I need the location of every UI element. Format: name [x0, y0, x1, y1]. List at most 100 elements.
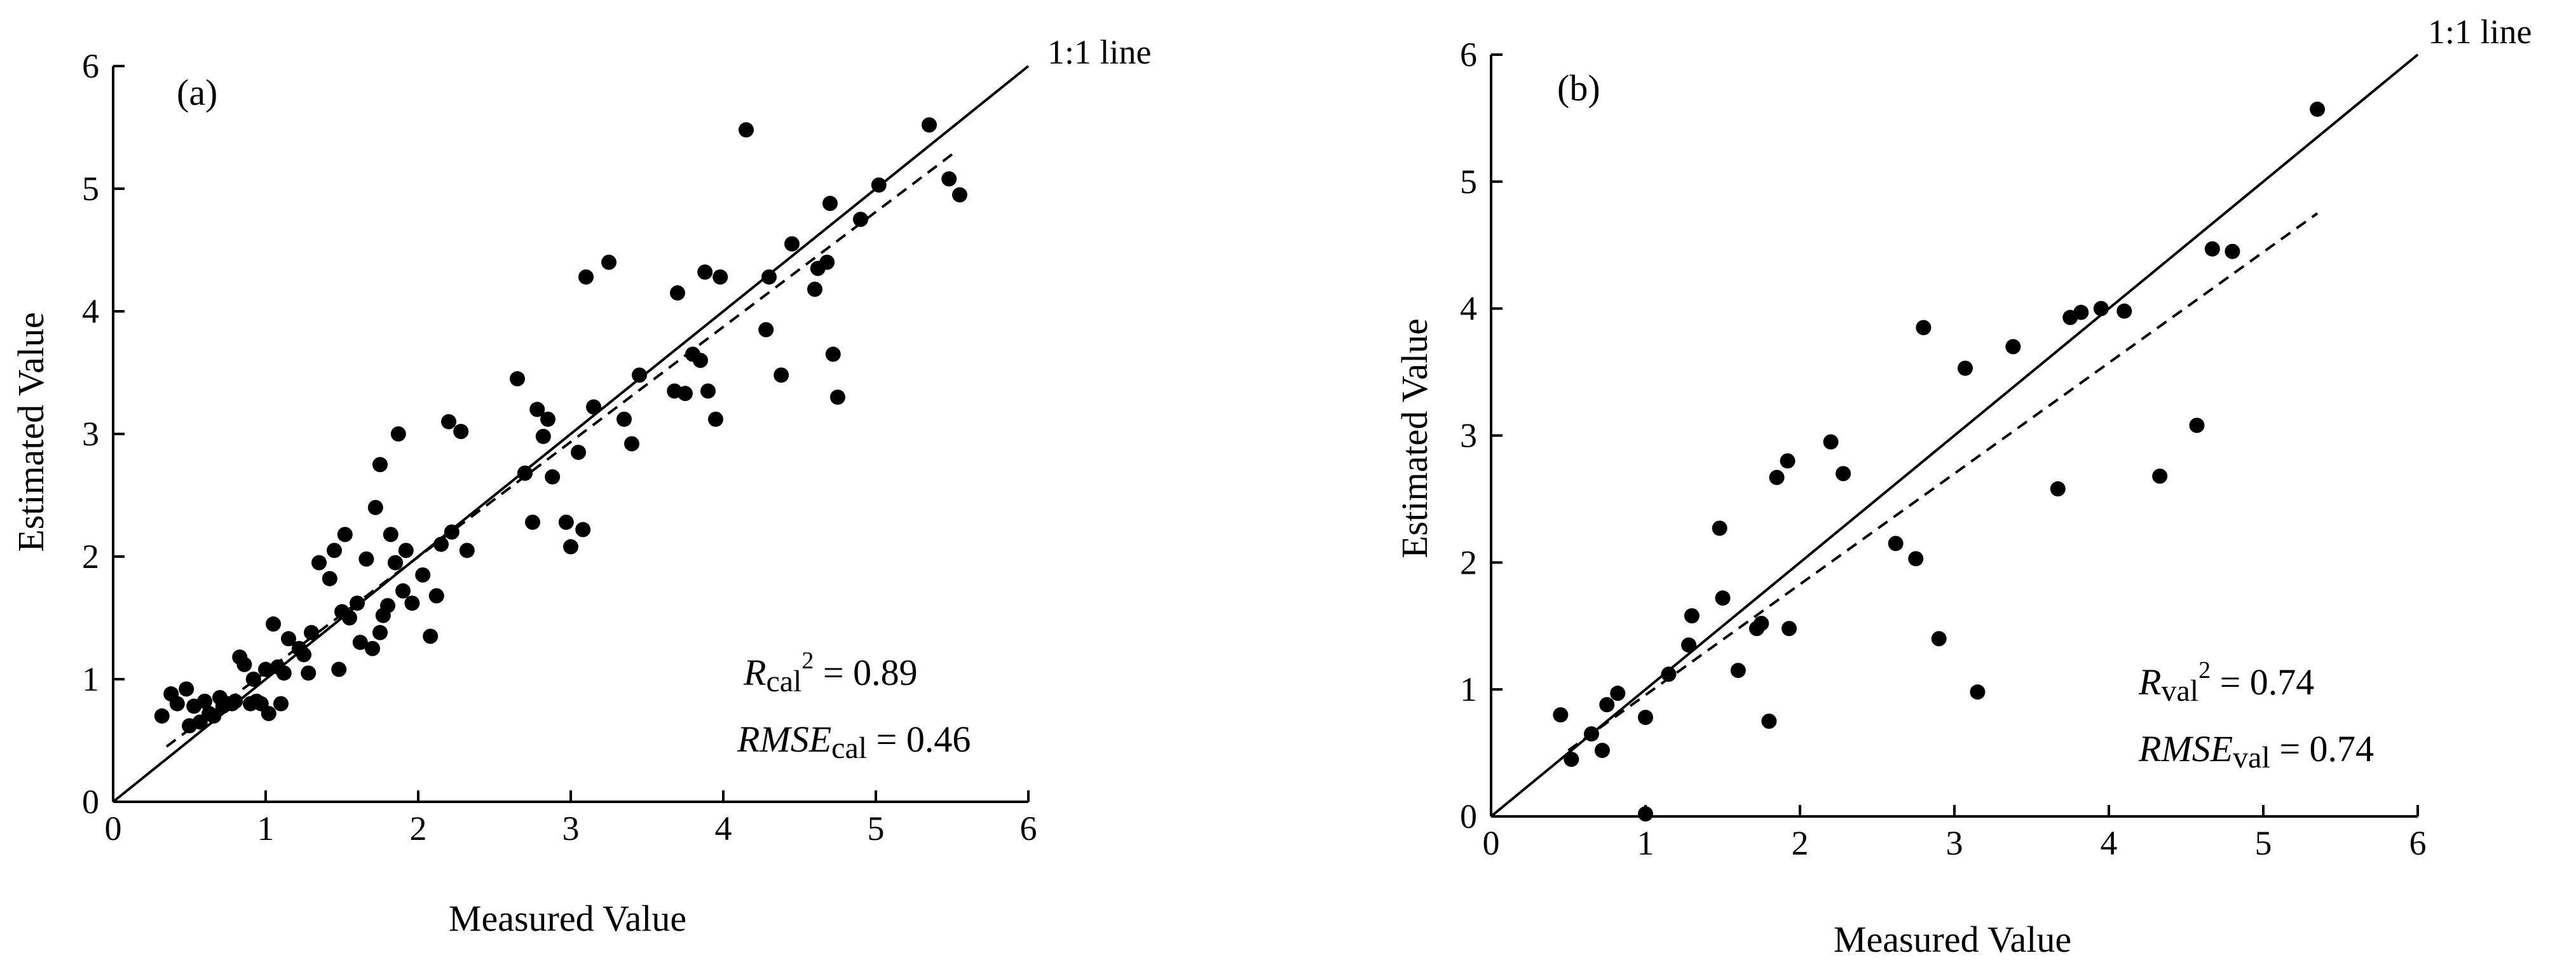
- panel-b-data-point: [2152, 468, 2168, 484]
- panel-a-data-point: [822, 196, 838, 212]
- panel-a-data-point: [578, 269, 594, 285]
- panel-a-data-point: [535, 428, 551, 444]
- panel-b-data-point: [1888, 536, 1904, 551]
- panel-b-data-point: [1908, 551, 1924, 567]
- panel-a-data-point: [154, 708, 170, 724]
- panel-a-data-point: [276, 665, 292, 681]
- panel-a-data-point: [558, 514, 574, 530]
- panel-a-x-tick-label: 1: [257, 809, 275, 848]
- panel-a-data-point: [245, 672, 261, 687]
- panel-b-label: (b): [1557, 67, 1600, 109]
- panel-a-x-tick-label: 4: [715, 809, 732, 848]
- panel-b-data-point: [1823, 434, 1839, 450]
- panel-a-data-point: [367, 499, 383, 515]
- panel-a-data-point: [830, 389, 845, 405]
- panel-a-rmse-stat: RMSEcal = 0.46: [737, 719, 971, 765]
- panel-a-data-point: [761, 269, 777, 285]
- panel-a-data-point: [825, 346, 841, 362]
- panel-a-y-tick-label: 3: [82, 415, 99, 453]
- panel-b-data-point: [1610, 686, 1626, 701]
- panel-b-data-point: [1958, 360, 1973, 376]
- panel-a-data-point: [390, 426, 406, 442]
- panel-b-one-to-one-line: [1490, 53, 2419, 818]
- panel-b-y-tick-label: 4: [1460, 290, 1477, 328]
- panel-b-data-point: [2116, 303, 2132, 319]
- panel-a-y-tick-label: 5: [82, 170, 99, 208]
- panel-b-data-point: [1931, 631, 1947, 647]
- panel-b-data-point: [1836, 466, 1851, 482]
- panel-b-y-tick-label: 3: [1460, 417, 1477, 455]
- panel-a-data-point: [380, 598, 395, 614]
- panel-a-data-point: [807, 281, 822, 297]
- panel-b-r2-stat: Rval2 = 0.74: [2138, 657, 2314, 708]
- panel-b-data-point: [2005, 339, 2021, 355]
- panel-b-data-point: [1661, 666, 1677, 682]
- panel-a-data-point: [571, 444, 586, 460]
- panel-a-data-point: [322, 571, 337, 586]
- panel-a-data-point: [281, 631, 296, 647]
- panel-a-data-point: [853, 212, 868, 227]
- panel-b-plot-area: 0 1 2 3 4 5 6 0 1 2 3 4 5 6: [1460, 36, 2427, 862]
- panel-a-data-point: [697, 264, 713, 280]
- panel-b-data-point: [1712, 520, 1728, 536]
- panel-a-data-point: [365, 640, 380, 656]
- panel-a-data-point: [871, 177, 887, 193]
- panel-a-y-tick-label: 0: [82, 783, 99, 821]
- panel-a-data-point: [258, 661, 273, 677]
- panel-a-y-tick-label: 2: [82, 538, 99, 576]
- panel-a-data-point: [617, 411, 632, 427]
- panel-a-x-tick-label: 3: [562, 809, 580, 848]
- panel-a-data-point: [372, 625, 388, 640]
- panel-a-data-point: [525, 514, 540, 530]
- panel-b-data-point: [1916, 320, 1932, 335]
- panel-a-data-point: [433, 536, 449, 552]
- panel-b-y-tick-label: 6: [1460, 36, 1477, 74]
- panel-a-data-point: [545, 469, 561, 485]
- panel-a-data-point: [169, 696, 185, 712]
- panel-b-data-point: [1780, 453, 1796, 469]
- panel-a-data-point: [700, 383, 716, 399]
- panel-a-data-point: [952, 187, 967, 203]
- panel-b-x-tick-label: 4: [2101, 824, 2118, 862]
- panel-a-data-point: [575, 522, 591, 538]
- panel-a-data-point: [773, 367, 789, 383]
- panel-a-data-point: [563, 539, 578, 555]
- panel-a-data-point: [395, 583, 411, 599]
- panel-a-data-point: [712, 269, 728, 285]
- panel-a-data-point: [261, 706, 276, 722]
- panel-a-data-point: [388, 555, 403, 571]
- panel-a-data-point: [453, 424, 469, 440]
- panel-b-rmse-stat: RMSEval = 0.74: [2138, 728, 2374, 774]
- panel-b-data-point: [2310, 101, 2326, 117]
- panel-a-x-axis-title: Measured Value: [449, 898, 686, 939]
- panel-a-data-point: [922, 117, 937, 133]
- panel-a-y-axis-title: Estimated Value: [10, 312, 51, 551]
- panel-b-data-point: [1594, 743, 1610, 759]
- panel-a-x-tick-label: 0: [105, 809, 122, 848]
- panel-a-data-point: [693, 353, 708, 369]
- panel-b-x-tick-label: 1: [1637, 824, 1654, 862]
- panel-a-data-point: [510, 371, 525, 387]
- panel-b-data-point: [1730, 663, 1746, 679]
- panel-b-data-point: [1599, 697, 1615, 713]
- panel-b-y-tick-label: 5: [1460, 163, 1477, 201]
- panel-b-x-tick-label: 6: [2409, 824, 2427, 862]
- panel-b-y-tick-label: 2: [1460, 543, 1477, 581]
- panel-a-data-point: [342, 610, 357, 626]
- panel-b-y-axis-title: Estimated Value: [1394, 318, 1435, 558]
- panel-a-x-tick-label: 6: [1020, 809, 1037, 848]
- panel-a-data-point: [236, 656, 252, 672]
- panel-a-y-tick-label: 4: [82, 292, 99, 330]
- panel-b-y-tick-label: 1: [1460, 670, 1477, 708]
- panel-a-data-point: [941, 171, 957, 187]
- panel-b-data-point: [1761, 713, 1777, 729]
- panel-b-data-point: [1638, 710, 1653, 726]
- panel-a-label: (a): [177, 72, 217, 113]
- panel-b-data-point: [1970, 684, 1986, 700]
- panel-a-data-point: [372, 457, 388, 473]
- panel-a-data-point: [624, 436, 639, 452]
- panel-a-data-point: [441, 414, 456, 429]
- panel-b-data-point: [2189, 417, 2205, 433]
- panel-b-data-point: [1684, 608, 1700, 624]
